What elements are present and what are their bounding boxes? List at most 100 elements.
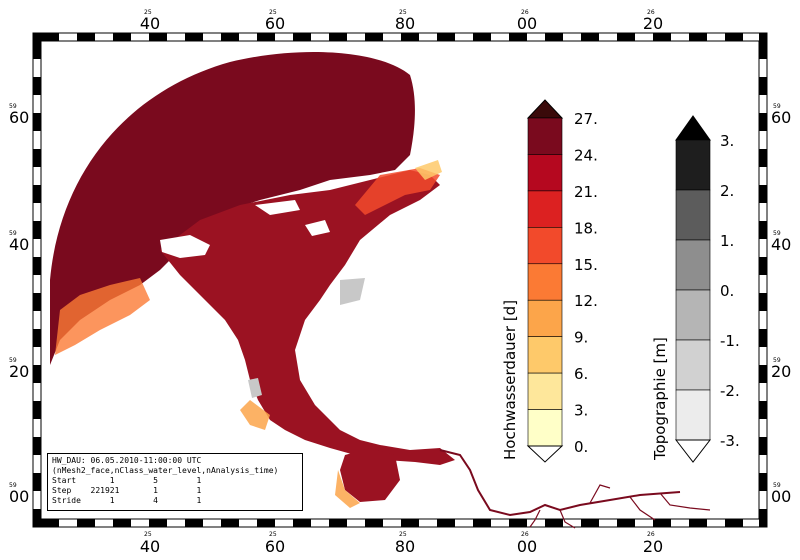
island-2 (255, 200, 300, 215)
frame-segment (33, 473, 41, 491)
frame-segment (33, 365, 41, 383)
bottom-tick-major: 00 (517, 537, 537, 556)
frame-segment (221, 33, 239, 41)
colorbar-hw-label: 9. (574, 329, 588, 347)
frame-segment (653, 33, 671, 41)
frame-segment (41, 33, 59, 41)
colorbar-topo-segment (675, 289, 711, 341)
right-tick-minor: 59 (773, 357, 781, 364)
colorbar-topo-label: 0. (720, 282, 734, 300)
colorbar-topo-label: -2. (720, 382, 740, 400)
frame-segment (759, 77, 767, 95)
colorbar-hw-label: 18. (574, 219, 598, 237)
river-branch-2 (629, 496, 656, 521)
left-tick-major: 60 (9, 108, 29, 127)
frame-segment (437, 33, 455, 41)
frame-segment (185, 33, 203, 41)
frame-segment (293, 33, 311, 41)
frame-segment (759, 113, 767, 131)
top-tick-minor: 25 (399, 9, 407, 16)
frame-segment (759, 365, 767, 383)
river-branch-4 (529, 509, 541, 528)
frame-segment (113, 519, 131, 527)
top-tick-minor: 25 (144, 9, 152, 16)
info-line-4: Step 221921 1 1 (52, 486, 202, 495)
colorbar-hw-label: 6. (574, 365, 588, 383)
frame-segment (113, 33, 131, 41)
top-tick-major: 40 (140, 14, 160, 33)
top-tick-minor: 26 (647, 9, 655, 16)
bottom-tick-minor: 25 (144, 531, 152, 538)
river-branch-5 (559, 509, 576, 529)
frame-segment (149, 519, 167, 527)
frame-segment (725, 519, 743, 527)
colorbar-hw-label: 12. (574, 292, 598, 310)
info-box: HW_DAU: 06.05.2010-11:00:00 UTC (nMesh2_… (47, 453, 303, 511)
info-line-3: Start 1 5 1 (52, 476, 202, 485)
frame-segment (759, 257, 767, 275)
bottom-tick-minor: 25 (269, 531, 277, 538)
river-branch-3 (659, 492, 711, 511)
colorbar-hw-segment (527, 409, 563, 447)
colorbar-topo-over-triangle (675, 115, 711, 141)
colorbar-topo-segment (675, 239, 711, 291)
frame-segment (437, 519, 455, 527)
frame-segment (545, 33, 563, 41)
river-main (439, 449, 681, 517)
frame-segment (581, 33, 599, 41)
frame-segment (759, 329, 767, 347)
frame-segment (759, 185, 767, 203)
colorbar-hw-segment (527, 154, 563, 192)
frame-segment (725, 33, 743, 41)
left-tick-minor: 59 (9, 103, 17, 110)
frame-segment (617, 33, 635, 41)
right-tick-minor: 59 (773, 103, 781, 110)
colorbar-hw-label: 15. (574, 256, 598, 274)
frame-segment (41, 519, 59, 527)
frame-segment (759, 509, 767, 519)
frame-segment (149, 33, 167, 41)
frame-segment (329, 519, 347, 527)
colorbar-hw-over-triangle (526, 99, 564, 119)
colorbar-topo-segment (675, 339, 711, 391)
gray-bank-2 (248, 378, 262, 398)
frame-segment (759, 41, 767, 59)
colorbar-topo-segment (675, 189, 711, 241)
colorbar-hw-label: 21. (574, 183, 598, 201)
frame-segment (257, 519, 275, 527)
south-basin (340, 448, 400, 502)
top-tick-minor: 26 (521, 9, 529, 16)
right-tick-minor: 59 (773, 482, 781, 489)
top-tick-minor: 25 (269, 9, 277, 16)
frame-segment (33, 185, 41, 203)
bottom-tick-major: 80 (395, 537, 415, 556)
colorbar-hw-under-triangle (526, 445, 564, 463)
frame-segment (33, 329, 41, 347)
island-3 (305, 220, 330, 236)
frame-segment (293, 519, 311, 527)
top-tick-major: 00 (517, 14, 537, 33)
frame-segment (689, 519, 707, 527)
frame-segment (509, 519, 527, 527)
frame-segment (33, 77, 41, 95)
bottom-tick-minor: 26 (521, 531, 529, 538)
colorbar-hw-label: 3. (574, 402, 588, 420)
frame-segment (759, 473, 767, 491)
frame-segment (33, 293, 41, 311)
right-tick-major: 40 (771, 235, 791, 254)
frame-segment (759, 437, 767, 455)
frame-segment (33, 509, 41, 519)
frame-segment (33, 113, 41, 131)
frame-segment (365, 33, 383, 41)
frame-segment (473, 33, 491, 41)
river-branch-1 (589, 484, 611, 504)
map-area (50, 52, 711, 529)
colorbar-topo-title: Topographie [m] (651, 337, 669, 461)
frame-segment (689, 33, 707, 41)
colorbar-topographie: 3. 2. 1. 0. -1. -2. -3. (674, 115, 740, 463)
bottom-tick-minor: 25 (399, 531, 407, 538)
frame-segment (759, 293, 767, 311)
frame-segment (653, 519, 671, 527)
colorbar-topo-segment (675, 389, 711, 441)
frame-segment (617, 519, 635, 527)
